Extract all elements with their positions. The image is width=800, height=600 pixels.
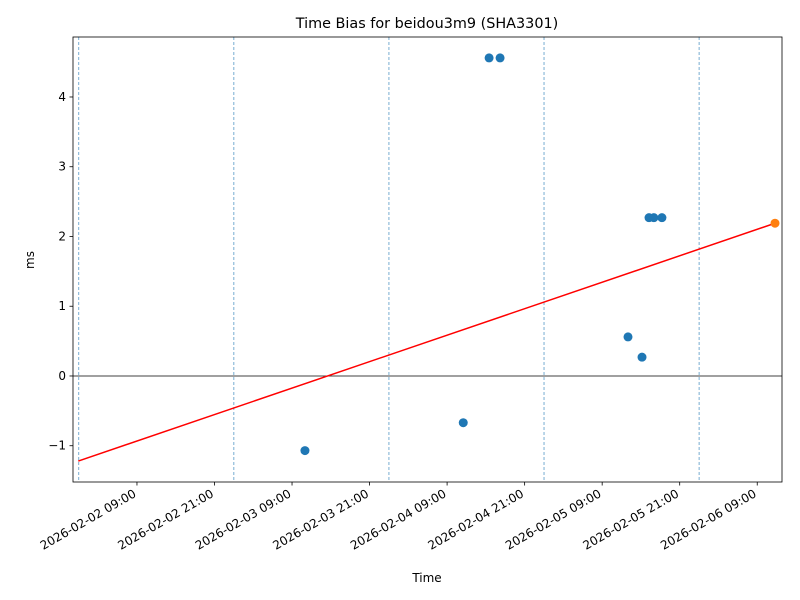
point <box>770 218 780 228</box>
y-tick-label: 0 <box>58 369 66 383</box>
chart-title: Time Bias for beidou3m9 (SHA3301) <box>295 16 559 32</box>
point <box>300 446 310 456</box>
y-tick-label: 4 <box>58 90 66 104</box>
y-tick-label: 1 <box>58 299 66 313</box>
point <box>495 53 505 63</box>
point <box>657 213 667 223</box>
y-tick-label: 2 <box>58 229 66 243</box>
y-tick-label: 3 <box>58 160 66 174</box>
point <box>649 213 659 223</box>
point <box>637 352 647 362</box>
plot-frame <box>72 36 783 483</box>
point <box>458 418 468 428</box>
y-tick-label: −1 <box>48 439 66 453</box>
y-axis-label: ms <box>23 251 37 269</box>
point <box>623 332 633 342</box>
trend-line <box>78 222 776 462</box>
point <box>484 53 494 63</box>
x-axis-label: Time <box>411 571 441 585</box>
